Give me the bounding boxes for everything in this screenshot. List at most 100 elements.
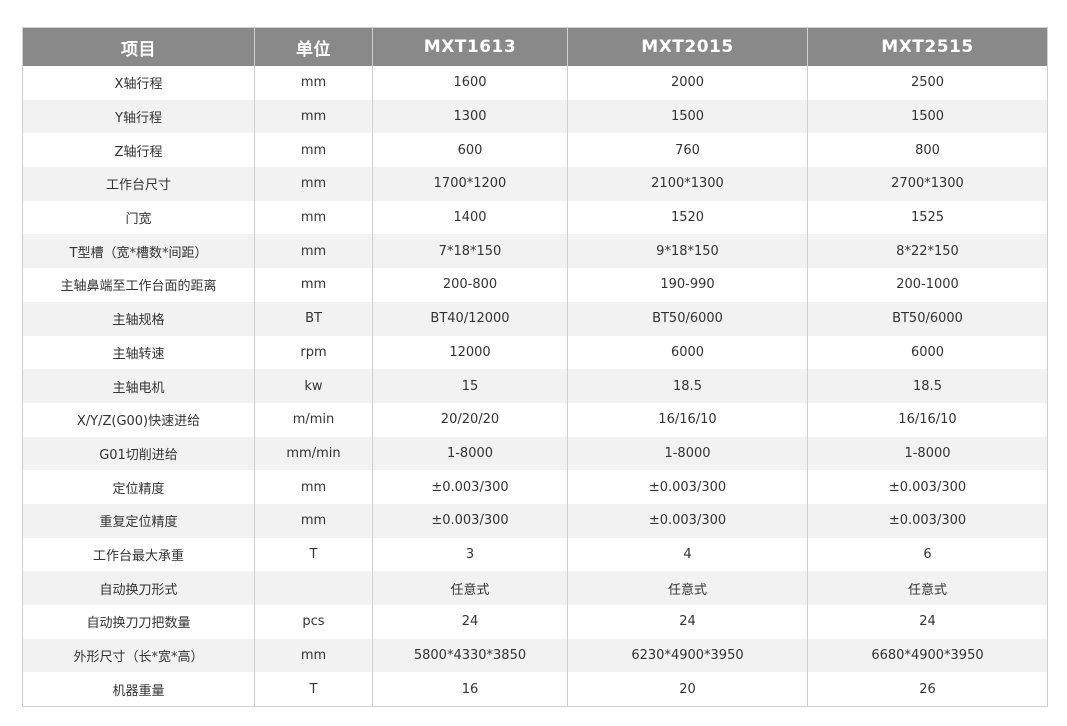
- column-header: MXT2515: [807, 27, 1048, 66]
- table-cell: 1700*1200: [372, 167, 568, 201]
- table-cell: m/min: [254, 402, 373, 437]
- table-cell: 16/16/10: [807, 402, 1048, 437]
- table-cell: 1525: [807, 200, 1048, 235]
- table-row: 主轴鼻端至工作台面的距离 mm 200-800 190-990 200-1000: [22, 268, 1048, 302]
- table-cell: ±0.003/300: [807, 503, 1048, 538]
- table-cell: 1-8000: [372, 436, 568, 471]
- table-row: 自动换刀刀把数量 pcs 24 24 24: [22, 605, 1048, 639]
- table-cell: 7*18*150: [372, 234, 568, 269]
- table-row: 自动换刀形式 任意式 任意式 任意式: [22, 571, 1048, 605]
- column-header: 项目: [22, 27, 255, 66]
- table-cell: mm/min: [254, 436, 373, 471]
- table-cell: 12000: [372, 335, 568, 370]
- table-cell: 24: [807, 605, 1048, 639]
- table-cell: 自动换刀形式: [22, 571, 255, 605]
- table-cell: 1300: [372, 99, 568, 134]
- table-cell: 2000: [567, 66, 808, 100]
- table-cell: 6680*4900*3950: [807, 638, 1048, 673]
- table-row: T型槽（宽*槽数*间距） mm 7*18*150 9*18*150 8*22*150: [22, 234, 1048, 269]
- table-cell: 26: [807, 672, 1048, 707]
- table-cell: BT50/6000: [567, 301, 808, 336]
- table-cell: 16/16/10: [567, 402, 808, 437]
- table-cell: 190-990: [567, 268, 808, 302]
- table-cell: 自动换刀刀把数量: [22, 605, 255, 639]
- table-row: 外形尺寸（长*宽*高） mm 5800*4330*3850 6230*4900*395…: [22, 638, 1048, 673]
- table-cell: mm: [254, 638, 373, 673]
- table-cell: 760: [567, 133, 808, 168]
- table-cell: 6: [807, 537, 1048, 572]
- table-cell: 任意式: [372, 571, 568, 605]
- table-cell: 任意式: [567, 571, 808, 605]
- table-cell: ±0.003/300: [372, 503, 568, 538]
- table-cell: 800: [807, 133, 1048, 168]
- table-cell: 200-800: [372, 268, 568, 302]
- column-header: 单位: [254, 27, 373, 66]
- table-cell: X/Y/Z(G00)快速进给: [22, 402, 255, 437]
- table-cell: [254, 571, 373, 605]
- table-cell: rpm: [254, 335, 373, 370]
- table-cell: 6000: [567, 335, 808, 370]
- table-cell: X轴行程: [22, 66, 255, 100]
- header-row: 项目 单位 MXT1613 MXT2015 MXT2515: [22, 27, 1048, 66]
- table-row: 机器重量 T 16 20 26: [22, 672, 1048, 707]
- table-cell: 20: [567, 672, 808, 707]
- table-row: 定位精度 mm ±0.003/300 ±0.003/300 ±0.003/300: [22, 470, 1048, 504]
- table-cell: 工作台最大承重: [22, 537, 255, 572]
- table-cell: 20/20/20: [372, 402, 568, 437]
- table-row: 重复定位精度 mm ±0.003/300 ±0.003/300 ±0.003/300: [22, 503, 1048, 538]
- table-cell: 1520: [567, 200, 808, 235]
- table-row: 主轴转速 rpm 12000 6000 6000: [22, 335, 1048, 370]
- table-cell: 6230*4900*3950: [567, 638, 808, 673]
- table-row: 主轴规格 BT BT40/12000 BT50/6000 BT50/6000: [22, 301, 1048, 336]
- table-cell: 1500: [807, 99, 1048, 134]
- table-cell: mm: [254, 268, 373, 302]
- table-cell: 重复定位精度: [22, 503, 255, 538]
- table-cell: pcs: [254, 605, 373, 639]
- table-cell: BT50/6000: [807, 301, 1048, 336]
- table-cell: 18.5: [567, 369, 808, 403]
- table-cell: mm: [254, 470, 373, 504]
- spec-table: 项目 单位 MXT1613 MXT2015 MXT2515 X轴行程 mm 1600 2000…: [22, 27, 1048, 708]
- table-cell: 外形尺寸（长*宽*高）: [22, 638, 255, 673]
- table-cell: 定位精度: [22, 470, 255, 504]
- table-cell: Z轴行程: [22, 133, 255, 168]
- table-cell: 5800*4330*3850: [372, 638, 568, 673]
- table-cell: mm: [254, 167, 373, 201]
- table-cell: 4: [567, 537, 808, 572]
- table-cell: BT: [254, 301, 373, 336]
- table-cell: kw: [254, 369, 373, 403]
- table-row: 工作台尺寸 mm 1700*1200 2100*1300 2700*1300: [22, 167, 1048, 201]
- table-cell: 16: [372, 672, 568, 707]
- table-cell: 1400: [372, 200, 568, 235]
- table-cell: 机器重量: [22, 672, 255, 707]
- table-row: Z轴行程 mm 600 760 800: [22, 133, 1048, 168]
- table-cell: 主轴鼻端至工作台面的距离: [22, 268, 255, 302]
- table-cell: 1-8000: [807, 436, 1048, 471]
- table-cell: 1-8000: [567, 436, 808, 471]
- column-header: MXT2015: [567, 27, 808, 66]
- table-cell: ±0.003/300: [567, 503, 808, 538]
- table-cell: 任意式: [807, 571, 1048, 605]
- table-cell: mm: [254, 133, 373, 168]
- table-cell: 3: [372, 537, 568, 572]
- table-row: 门宽 mm 1400 1520 1525: [22, 200, 1048, 235]
- table-cell: mm: [254, 99, 373, 134]
- table-cell: 1500: [567, 99, 808, 134]
- column-header: MXT1613: [372, 27, 568, 66]
- table-cell: 2100*1300: [567, 167, 808, 201]
- table-cell: 1600: [372, 66, 568, 100]
- table-row: 主轴电机 kw 15 18.5 18.5: [22, 369, 1048, 403]
- table-cell: 8*22*150: [807, 234, 1048, 269]
- table-cell: ±0.003/300: [807, 470, 1048, 504]
- table-cell: 工作台尺寸: [22, 167, 255, 201]
- table-cell: ±0.003/300: [372, 470, 568, 504]
- table-cell: mm: [254, 503, 373, 538]
- table-cell: 24: [567, 605, 808, 639]
- table-cell: ±0.003/300: [567, 470, 808, 504]
- table-cell: T: [254, 537, 373, 572]
- table-cell: 2700*1300: [807, 167, 1048, 201]
- table-cell: 600: [372, 133, 568, 168]
- table-cell: 门宽: [22, 200, 255, 235]
- table-cell: 18.5: [807, 369, 1048, 403]
- table-cell: mm: [254, 66, 373, 100]
